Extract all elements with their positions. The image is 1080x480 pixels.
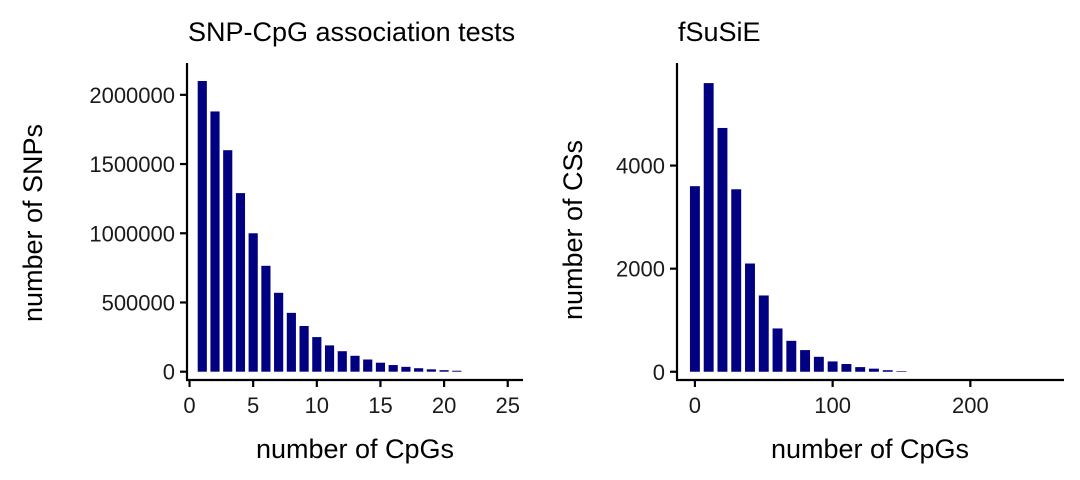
x-tick-label: 0 [183, 393, 195, 418]
x-axis-title: number of CpGs [771, 434, 969, 464]
y-tick-label: 2000000 [89, 83, 175, 108]
bar [800, 350, 811, 372]
y-tick-label: 2000 [616, 257, 665, 282]
bar [745, 263, 755, 372]
bar [324, 345, 335, 372]
chart-title: fSuSiE [678, 17, 761, 47]
y-tick-label: 0 [653, 360, 665, 385]
bar [717, 127, 728, 372]
x-tick-label: 0 [689, 393, 701, 418]
bar [248, 233, 258, 372]
bar [896, 371, 907, 372]
bar [235, 193, 246, 372]
bar [855, 367, 866, 372]
y-axis-title: number of SNPs [18, 124, 48, 322]
x-tick-label: 25 [495, 393, 519, 418]
x-tick-label: 15 [368, 393, 392, 418]
bar [312, 337, 322, 372]
bar [439, 370, 449, 372]
bar [274, 292, 284, 372]
bar [350, 355, 360, 372]
bar [772, 328, 783, 372]
bar [261, 265, 271, 372]
y-tick-label: 0 [163, 360, 175, 385]
bar [197, 81, 207, 372]
bar [223, 150, 233, 372]
bar [813, 356, 824, 372]
bar [337, 351, 347, 372]
bar [882, 370, 893, 372]
y-tick-label: 4000 [616, 154, 665, 179]
bar [731, 189, 742, 372]
bar [703, 83, 714, 372]
bar [758, 295, 769, 372]
bar [210, 111, 220, 372]
x-tick-label: 5 [247, 393, 259, 418]
y-tick-label: 500000 [102, 290, 175, 315]
bar [689, 186, 700, 372]
x-tick-label: 10 [305, 393, 329, 418]
bar [841, 364, 852, 372]
bar [401, 366, 411, 372]
x-tick-label: 20 [432, 393, 456, 418]
bar [363, 359, 373, 372]
panel-snp-cpg: SNP-CpG association tests number of SNPs… [18, 17, 523, 464]
y-tick-label: 1000000 [89, 221, 175, 246]
bar [286, 312, 296, 372]
bar [786, 340, 797, 372]
chart-title: SNP-CpG association tests [188, 17, 515, 47]
x-tick-label: 200 [952, 393, 989, 418]
bar [414, 368, 424, 372]
bar [868, 368, 879, 372]
tick-group: 0 5 10 15 20 25 0 500000 1000000 1500000 2000000 [89, 83, 520, 418]
bar-group [197, 81, 462, 372]
bar [299, 326, 309, 372]
bar [388, 365, 398, 372]
y-tick-label: 1500000 [89, 152, 175, 177]
bar [426, 369, 436, 372]
y-axis-title: number of CSs [558, 140, 588, 320]
bar [375, 362, 386, 372]
x-axis-title: number of CpGs [256, 434, 454, 464]
x-tick-label: 100 [814, 393, 851, 418]
panel-fsusie: fSuSiE number of CSs number of CpGs 0 100… [558, 17, 1064, 464]
bar-group [689, 83, 907, 372]
bar [452, 370, 462, 372]
bar [827, 361, 838, 372]
